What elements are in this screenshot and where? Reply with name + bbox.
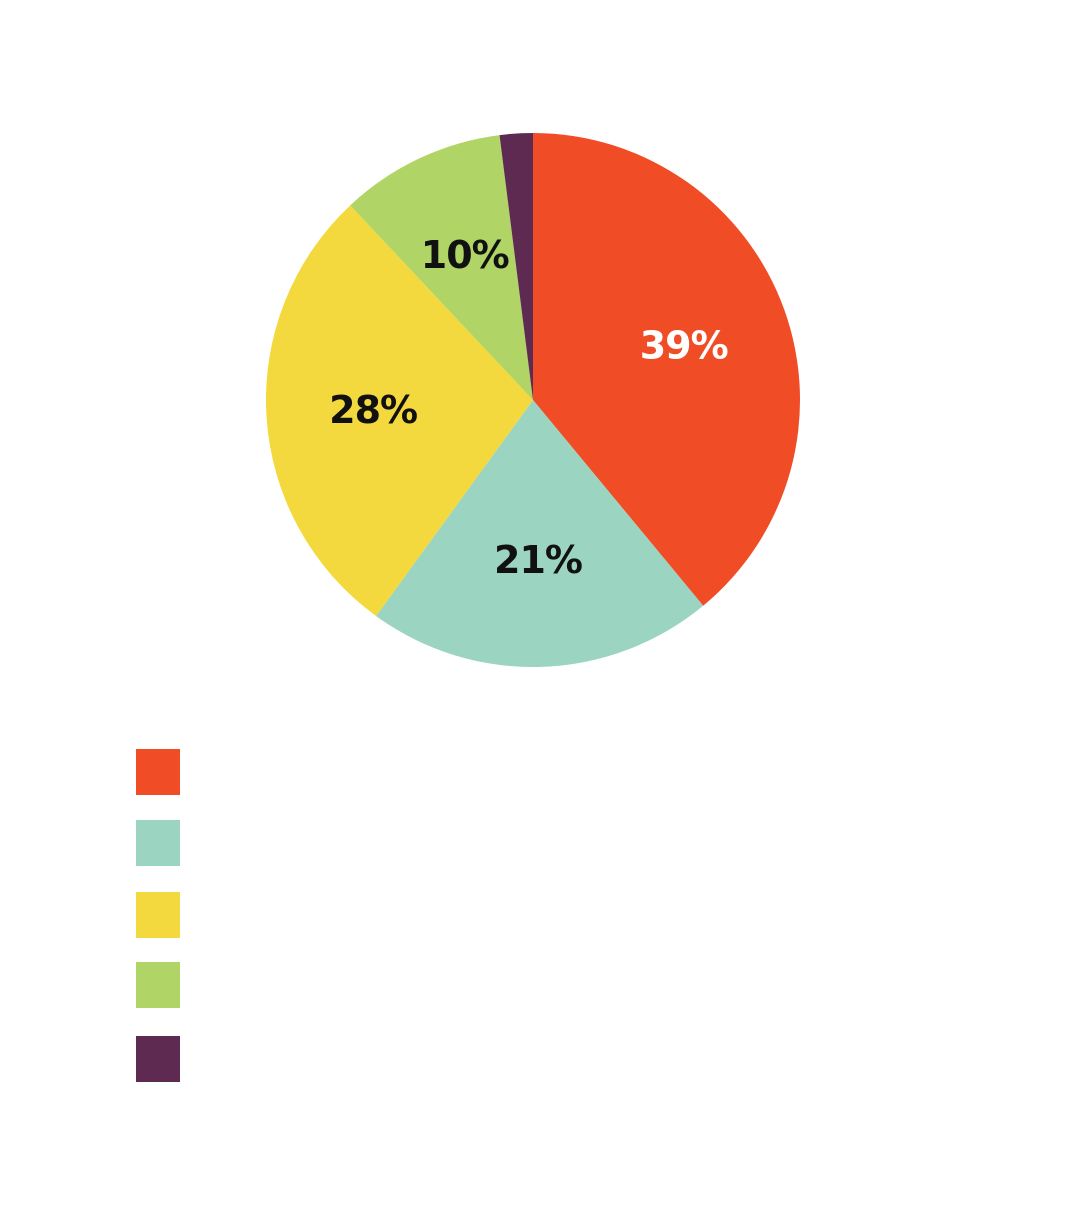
legend-swatch-4 — [136, 962, 180, 1008]
legend-swatch-3 — [136, 892, 180, 938]
legend-swatch-5 — [136, 1036, 180, 1082]
pie-slice-label-4: 10% — [421, 233, 509, 277]
pie-slice-label-1: 39% — [640, 324, 728, 368]
pie-slices — [266, 133, 801, 667]
pie-slice-label-3: 28% — [329, 388, 417, 432]
pie-slice-5 — [499, 133, 533, 400]
pie-slice-labels: 39% 21% 28% 10% — [329, 233, 729, 582]
pie-slice-2 — [376, 400, 704, 667]
legend-swatch-2 — [136, 820, 180, 866]
legend-swatch-1 — [136, 749, 180, 795]
pie-slice-1 — [533, 133, 801, 606]
pie-slice-4 — [350, 135, 533, 400]
pie-slice-3 — [266, 205, 533, 617]
pie-slice-label-2: 21% — [494, 538, 582, 582]
